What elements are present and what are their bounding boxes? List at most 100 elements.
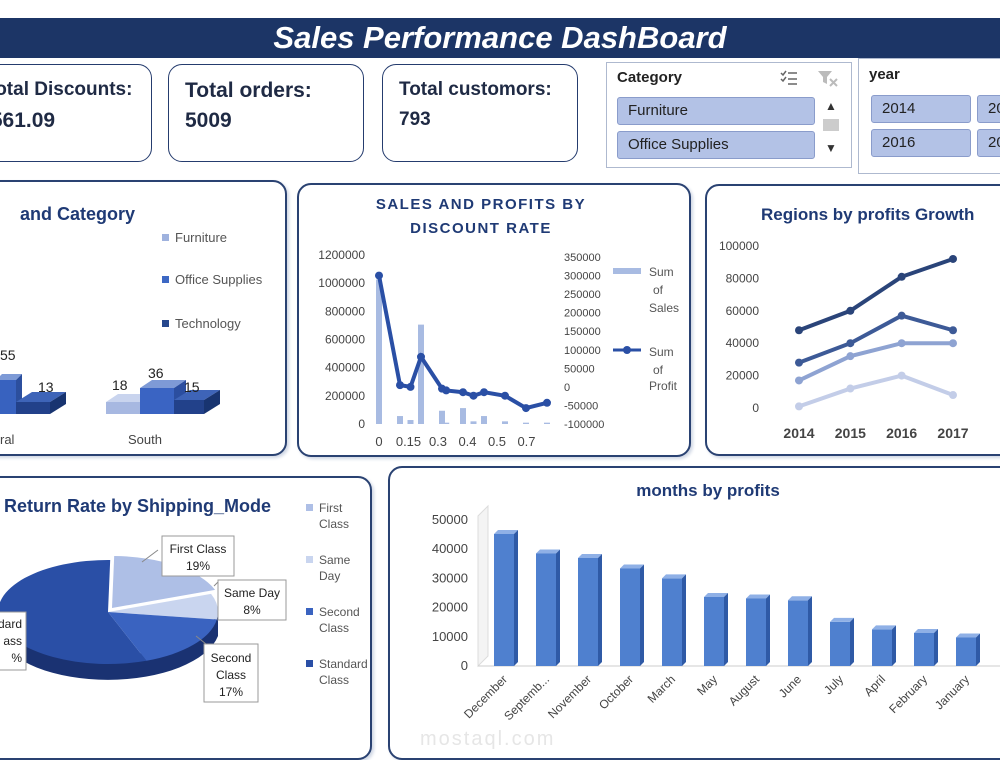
legend-label: of xyxy=(653,283,664,297)
right-axis-tick: 200000 xyxy=(564,308,601,320)
slicer-item-office-supplies[interactable]: Office Supplies xyxy=(617,131,815,159)
legend-first-class: First Class xyxy=(306,501,349,531)
svg-text:First: First xyxy=(319,501,343,515)
multi-select-icon[interactable] xyxy=(779,69,799,87)
profit-point xyxy=(543,398,551,407)
month-label: June xyxy=(776,672,805,701)
right-axis-tick: 100000 xyxy=(564,345,601,357)
regions-growth-svg: Regions by profits Growth 100000 80000 600… xyxy=(719,205,975,441)
scroll-up-icon[interactable]: ▲ xyxy=(825,99,837,113)
sales-bar xyxy=(439,410,445,424)
month-label: May xyxy=(694,672,720,698)
svg-text:Same: Same xyxy=(319,553,351,567)
chart-title-line2: DISCOUNT RATE xyxy=(410,220,552,237)
x-axis-tick: 2017 xyxy=(937,425,968,441)
y-axis-tick: 0 xyxy=(461,658,468,673)
svg-text:Second: Second xyxy=(319,605,360,619)
callout-label: Same Day xyxy=(224,586,280,600)
month-label: January xyxy=(932,672,972,712)
data-label: 15 xyxy=(184,379,200,395)
sales-bar xyxy=(523,422,529,424)
y-axis-tick: 0 xyxy=(752,401,759,415)
region-category-chart: and Category Furniture Office Supplies T… xyxy=(0,180,287,456)
region-point xyxy=(795,326,803,335)
data-label: 13 xyxy=(38,379,54,395)
right-axis-tick: 300000 xyxy=(564,271,601,283)
legend-label: of xyxy=(653,363,664,377)
month-label: Septemb... xyxy=(501,672,552,723)
profit-point xyxy=(480,388,488,397)
right-axis-tick: -50000 xyxy=(564,400,598,412)
pie-slice-same-day xyxy=(108,593,218,620)
x-axis-tick: 0 xyxy=(375,434,382,449)
clear-filter-icon[interactable] xyxy=(817,69,839,87)
months-profits-svg: months by profits 50000 40000 30000 20000 10… xyxy=(432,481,1000,723)
y-axis-tick: 60000 xyxy=(726,304,760,318)
category-label: South xyxy=(128,432,162,447)
slicer-item-2014[interactable]: 2014 xyxy=(871,95,971,123)
y-axis-tick: 80000 xyxy=(726,271,760,285)
sales-bar xyxy=(470,421,477,424)
legend-label: Technology xyxy=(175,316,241,331)
discount-rate-svg: SALES AND PROFITS BY DISCOUNT RATE 12000… xyxy=(318,196,679,449)
y-axis-tick: 40000 xyxy=(726,336,760,350)
profit-point xyxy=(442,386,451,395)
sales-bar xyxy=(460,408,466,424)
chart-title: Regions by profits Growth xyxy=(761,205,974,224)
chart-title: Return Rate by Shipping_Mode xyxy=(4,496,271,516)
callout-value: 8% xyxy=(243,603,261,617)
month-label: February xyxy=(886,672,930,716)
legend-label: Furniture xyxy=(175,230,227,245)
return-rate-chart: Return Rate by Shipping_Mode First Class… xyxy=(0,476,372,760)
profit-point xyxy=(469,391,478,400)
slicer-item-2016[interactable]: 2016 xyxy=(871,129,971,157)
right-axis-tick: 0 xyxy=(564,382,570,394)
bar-south-furniture xyxy=(106,402,140,414)
legend-label: Sum xyxy=(649,345,674,359)
callout-same-day: Same Day 8% xyxy=(213,579,287,621)
region-point xyxy=(795,358,803,367)
month-label: April xyxy=(861,672,888,699)
scroll-thumb[interactable] xyxy=(823,119,839,131)
profit-point xyxy=(375,271,383,280)
chart-title: months by profits xyxy=(636,481,780,500)
month-label: November xyxy=(545,672,594,721)
x-axis-tick: 0.4 xyxy=(458,434,476,449)
region-point xyxy=(949,339,957,348)
month-label: August xyxy=(726,672,763,709)
y-axis-tick: 30000 xyxy=(432,570,468,585)
region-point xyxy=(897,371,906,380)
region-point xyxy=(795,402,803,411)
scroll-down-icon[interactable]: ▼ xyxy=(825,141,837,155)
legend-second-class: Second Class xyxy=(306,605,360,635)
region-point xyxy=(846,384,855,393)
profit-point xyxy=(417,352,425,361)
profit-point xyxy=(522,404,530,413)
left-axis-tick: 600000 xyxy=(325,333,365,347)
right-axis-tick: 50000 xyxy=(564,363,595,375)
bar-central-technology xyxy=(16,402,50,414)
slicer-item-partial-2[interactable]: 20 xyxy=(977,129,1000,157)
month-bar xyxy=(788,596,812,666)
slicer-item-partial[interactable]: 20 xyxy=(977,95,1000,123)
slicer-scrollbar[interactable]: ▲ ▼ xyxy=(821,97,841,159)
region-category-svg: Furniture Office Supplies Technology 55 … xyxy=(0,230,263,447)
y-axis-tick: 50000 xyxy=(432,512,468,527)
bar-central-office xyxy=(0,380,16,414)
callout-label: Second xyxy=(211,651,252,665)
pie-slice-standard-class xyxy=(0,560,147,664)
chart-title-line1: SALES AND PROFITS BY xyxy=(376,196,586,213)
legend-label: Profit xyxy=(649,379,678,393)
right-axis-tick: 150000 xyxy=(564,326,601,338)
slicer-item-furniture[interactable]: Furniture xyxy=(617,97,815,125)
pie-slice-first-class xyxy=(112,556,216,608)
legend-office-supplies: Office Supplies xyxy=(162,272,263,287)
month-bar xyxy=(494,530,518,666)
month-bar xyxy=(620,564,644,666)
return-rate-svg: Return Rate by Shipping_Mode First Class… xyxy=(0,496,368,703)
region-point xyxy=(846,352,855,361)
callout-value: % xyxy=(11,651,22,665)
kpi-value: 5009 xyxy=(185,109,232,132)
callout-value: 17% xyxy=(219,685,243,699)
month-bar xyxy=(746,594,770,666)
